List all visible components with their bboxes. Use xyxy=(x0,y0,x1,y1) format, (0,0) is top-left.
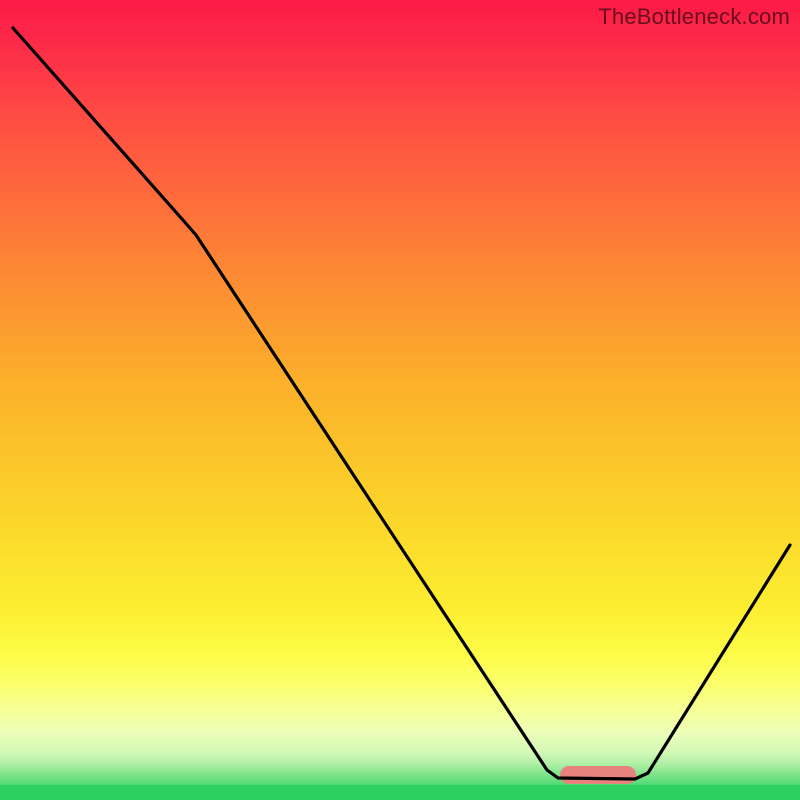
chart-container: TheBottleneck.com xyxy=(0,0,800,800)
background-gradient xyxy=(0,0,800,800)
watermark-text: TheBottleneck.com xyxy=(598,4,790,30)
